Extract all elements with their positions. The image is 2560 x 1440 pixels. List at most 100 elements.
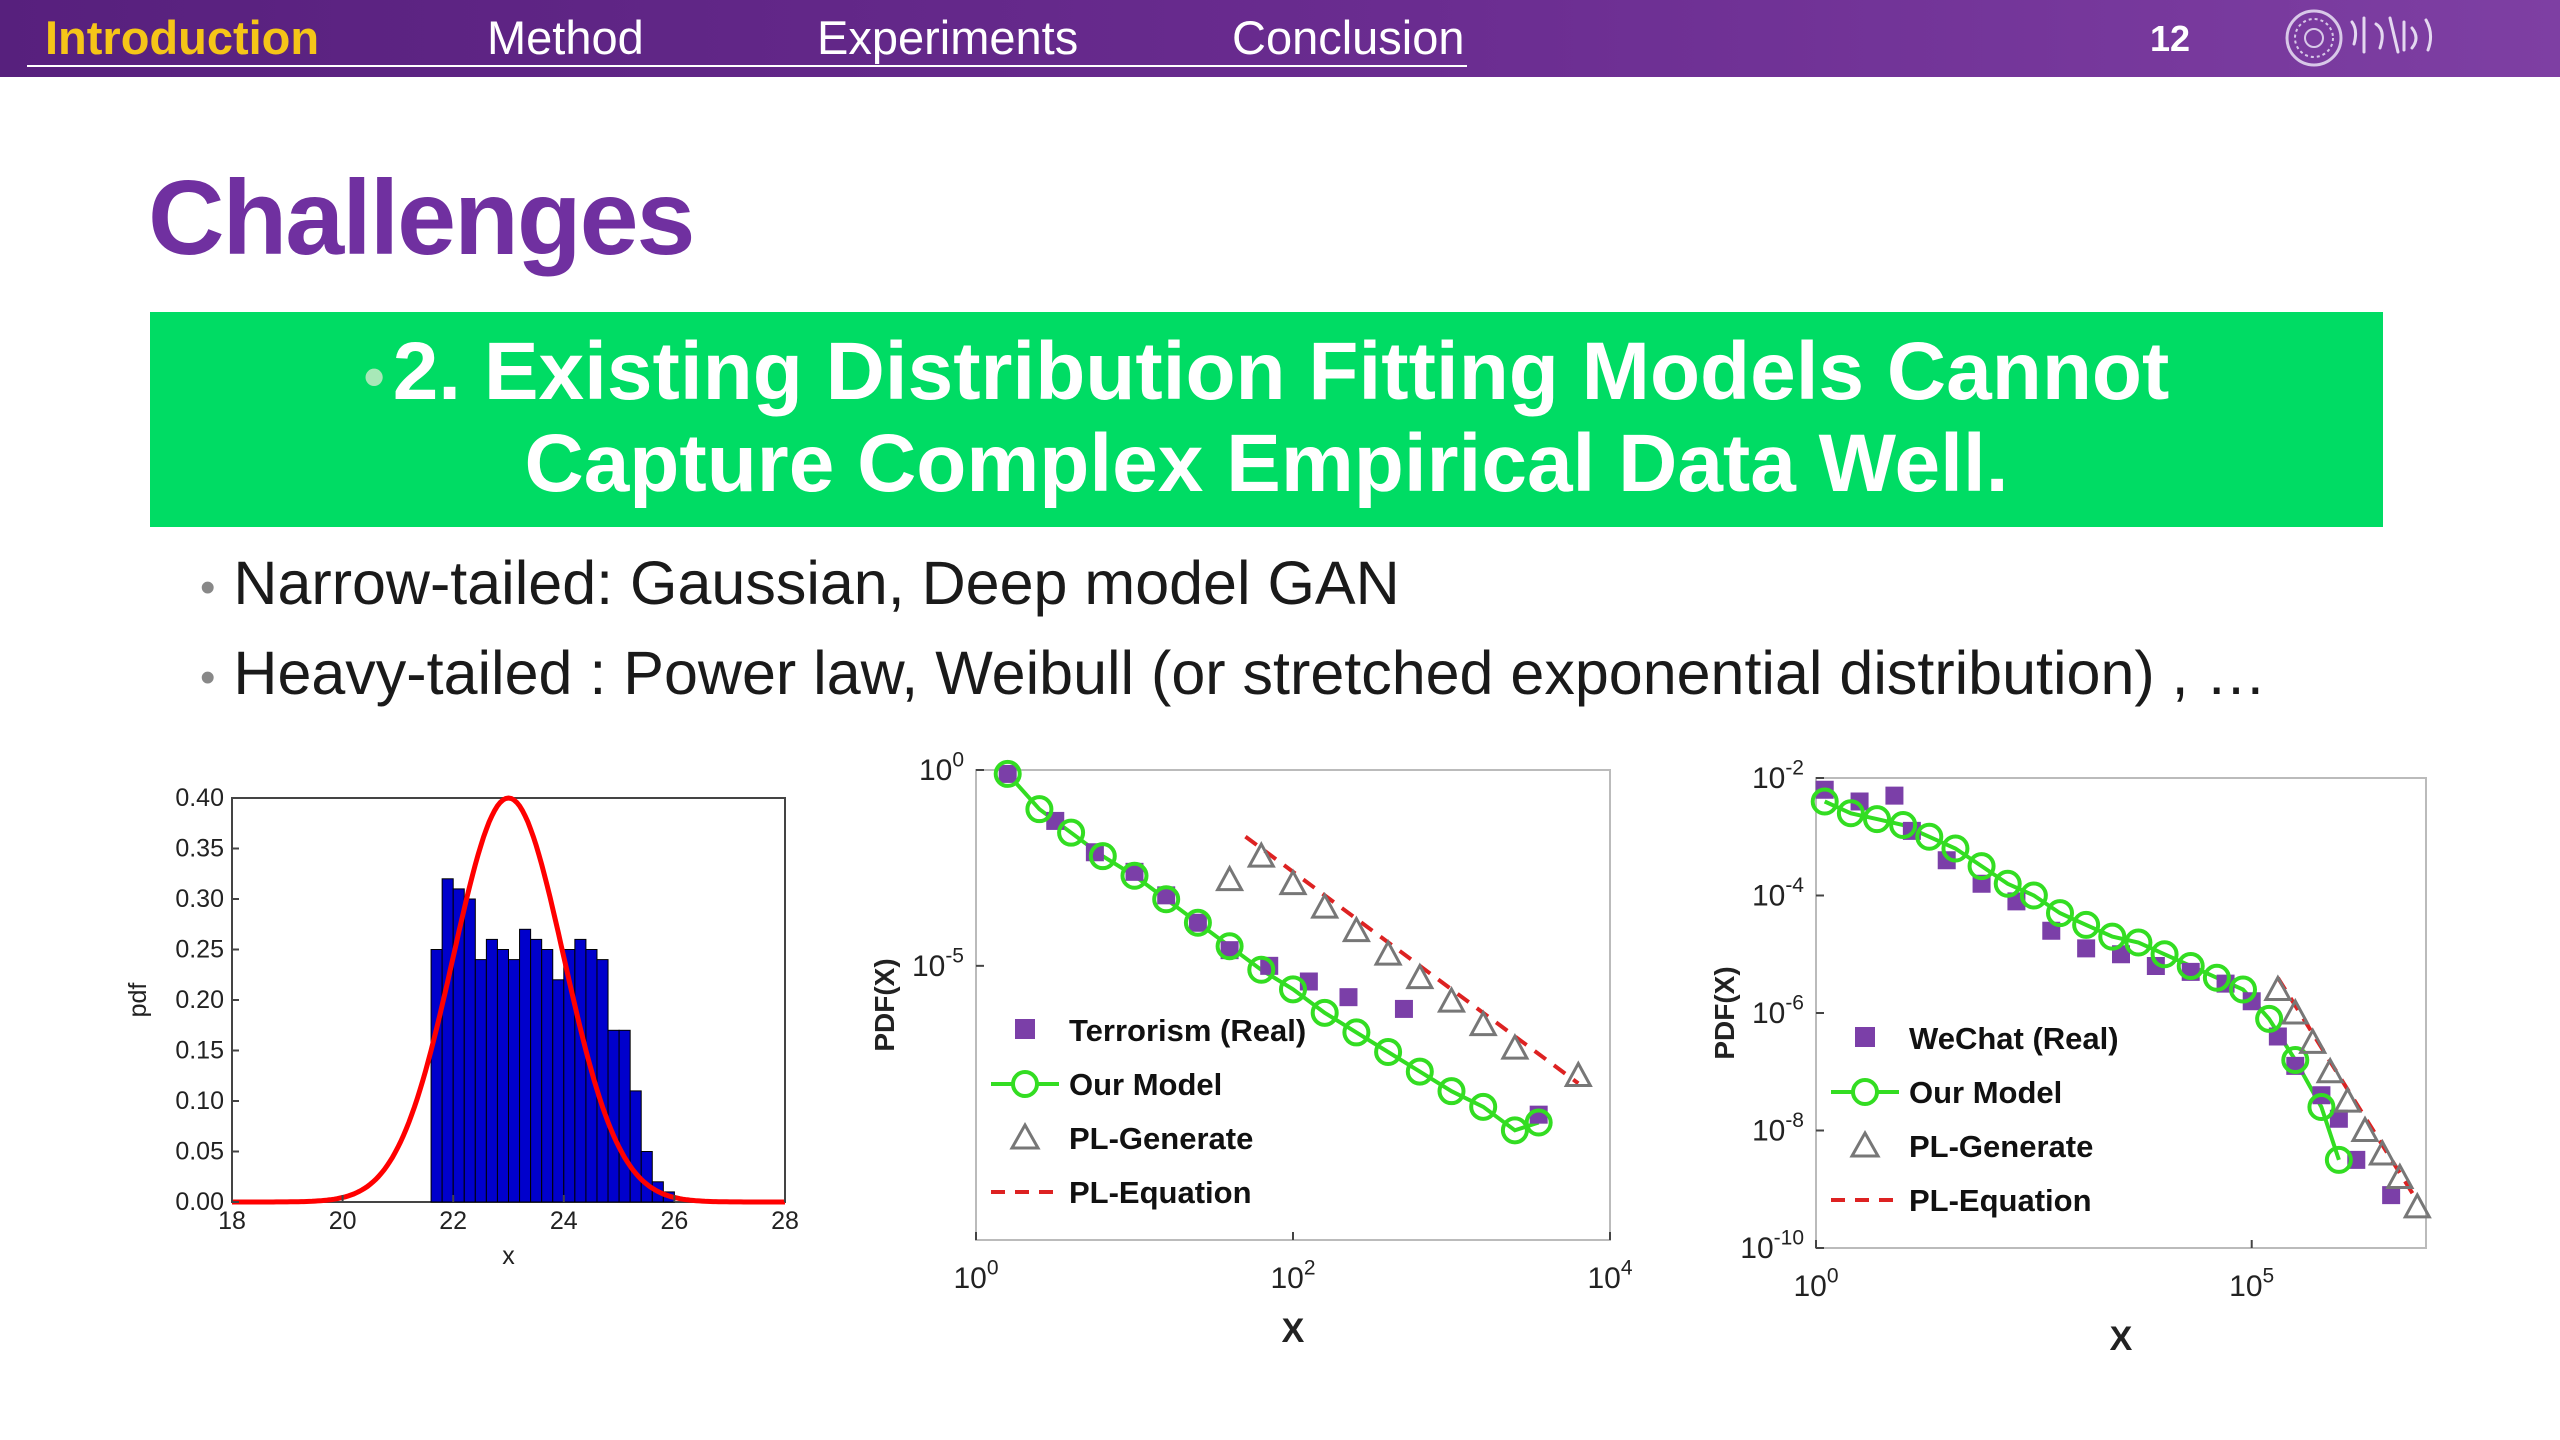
histogram-bar: [519, 928, 532, 1203]
real-data-point: [1188, 913, 1207, 932]
pl-generate-point: [2263, 974, 2293, 1001]
our-model-point: [2307, 1093, 2336, 1121]
our-model-point: [1120, 861, 1149, 890]
histogram-bar: [574, 938, 587, 1203]
our-model-point: [993, 759, 1022, 788]
legend-label: Our Model: [1909, 1075, 2062, 1110]
our-model-point: [2098, 922, 2127, 951]
pl-generate-point: [1563, 1060, 1593, 1087]
legend-label: PL-Generate: [1069, 1121, 1253, 1156]
our-model-point: [2019, 881, 2048, 910]
bullet-dot-icon: •: [363, 343, 385, 411]
legend-circle-icon: [1011, 1070, 1039, 1098]
our-model-point: [1500, 1116, 1529, 1145]
our-model-point: [1405, 1057, 1434, 1086]
real-data-point: [2146, 957, 2165, 975]
x-tick-label: 100: [1793, 1265, 1838, 1304]
x-axis-label: x: [502, 1242, 515, 1270]
histogram-bar: [552, 979, 565, 1203]
banner-line-2: Capture Complex Empirical Data Well.: [524, 418, 2009, 509]
real-data-point: [1885, 786, 1904, 805]
legend-circle-icon: [1851, 1078, 1879, 1106]
y-tick-label: 10-10: [1740, 1227, 1804, 1266]
y-tick-label: 0.30: [175, 885, 224, 913]
bullet-item: • Heavy-tailed : Power law, Weibull (or s…: [200, 638, 2267, 708]
y-tick-label: 0.15: [175, 1037, 224, 1065]
our-model-point: [2150, 940, 2179, 969]
our-model-point: [1437, 1077, 1466, 1106]
nav-experiments[interactable]: Experiments: [817, 11, 1079, 64]
y-tick-label: 10-2: [1752, 757, 1804, 796]
our-model-point: [2072, 910, 2101, 939]
legend-label: PL-Generate: [1909, 1129, 2093, 1164]
pl-generate-point: [1341, 915, 1371, 943]
wechat-loglog-chart: 100 105 10-2 10-4 10-6 10-8 10-10 X PDF(X) WeChat…: [1709, 757, 2432, 1358]
x-tick-label: 26: [660, 1207, 688, 1235]
our-model-point: [1524, 1108, 1553, 1137]
y-tick-label: 0.25: [175, 936, 224, 964]
pl-generate-point: [1310, 891, 1340, 919]
histogram-bar: [618, 1029, 631, 1203]
histogram-bar: [640, 1151, 653, 1203]
legend-square-icon: [1015, 1019, 1035, 1039]
our-model-point: [1967, 852, 1996, 881]
pl-generate-point: [2298, 1027, 2328, 1054]
y-axis-label: pdf: [124, 983, 152, 1018]
histogram-chart: 18 20 22 24 26 28 0.00 0.05 0.10 0.15 0.20 0.25 0.30…: [124, 784, 799, 1270]
y-tick-label: 0.35: [175, 835, 224, 863]
y-tick-label: 0.40: [175, 784, 224, 812]
bullet-dot-icon: •: [200, 652, 216, 702]
real-data-point: [1339, 988, 1358, 1007]
legend-triangle-icon: [1009, 1121, 1041, 1150]
y-axis-label: PDF(X): [869, 958, 900, 1051]
slide-title: Challenges: [148, 159, 696, 277]
pl-generate-point: [1215, 864, 1245, 892]
bullet-item: • Narrow-tailed: Gaussian, Deep model GAN: [200, 548, 1400, 618]
x-tick-label: 22: [439, 1207, 467, 1235]
slide-number: 12: [2150, 18, 2191, 59]
histogram-bar: [474, 959, 487, 1203]
legend-square-icon: [1855, 1027, 1875, 1047]
histogram-bar: [508, 959, 521, 1203]
real-data-point: [2077, 939, 2096, 958]
university-logo-icon: [2285, 9, 2433, 67]
our-model-point: [2124, 928, 2153, 957]
histogram-bar: [496, 949, 510, 1203]
gaussian-fit-curve: [232, 795, 785, 1205]
our-model-point: [1915, 822, 1944, 851]
our-model-point: [2281, 1046, 2310, 1074]
our-model-point: [2324, 1145, 2353, 1174]
pl-generate-point: [2315, 1056, 2345, 1084]
pl-generate-point: [2333, 1085, 2363, 1113]
pl-generate-point: [1373, 938, 1403, 966]
histogram-bar: [607, 1029, 620, 1203]
plot-frame: [1815, 777, 2427, 1249]
nav-introduction[interactable]: Introduction: [45, 11, 320, 64]
legend-label: Terrorism (Real): [1069, 1013, 1306, 1048]
our-model-point: [1863, 805, 1891, 834]
histogram-bar: [441, 878, 454, 1203]
real-data-point: [998, 764, 1017, 783]
pl-equation-line: [1244, 834, 1580, 1085]
histogram-bar: [596, 959, 609, 1203]
nav-conclusion[interactable]: Conclusion: [1232, 11, 1465, 64]
pl-generate-point: [2280, 997, 2310, 1025]
our-model-point: [1310, 998, 1339, 1027]
x-axis-label: X: [1282, 1312, 1305, 1350]
x-tick-label: 102: [1270, 1257, 1315, 1296]
our-model-point: [1941, 834, 1970, 863]
real-data-point: [1125, 862, 1144, 881]
pl-generate-point: [2367, 1138, 2397, 1166]
banner-line-1: 2. Existing Distribution Fitting Models …: [392, 326, 2170, 417]
pl-generate-point: [1278, 868, 1308, 896]
nav-method[interactable]: Method: [487, 11, 644, 64]
plot-frame: [975, 769, 1611, 1241]
our-model-point: [1836, 799, 1865, 828]
real-data-point: [2382, 1186, 2401, 1205]
x-tick-label: 105: [2229, 1265, 2274, 1304]
our-model-point: [1810, 787, 1839, 816]
our-model-point: [1993, 869, 2022, 898]
real-data-point: [1850, 792, 1869, 811]
legend-label: WeChat (Real): [1909, 1021, 2119, 1056]
our-model-point: [2176, 952, 2205, 980]
